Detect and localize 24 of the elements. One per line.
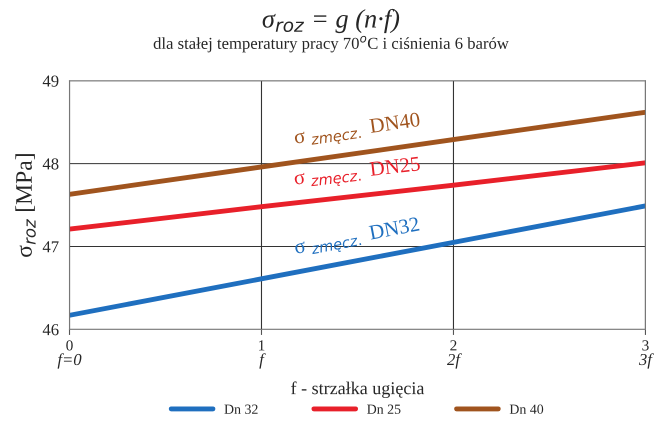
- line-series: [70, 110, 646, 197]
- x-tick-label: 2: [450, 340, 456, 350]
- x-axis-title: f - strzałka ugięcia: [291, 381, 424, 398]
- legend-label: Dn 32: [224, 404, 258, 414]
- annotation: σ $_{zmęcz.}$ DN40: [294, 112, 422, 150]
- y-axis-title: σ$_{roz}$ [MPa]: [15, 154, 36, 257]
- annotation: σ $_{zmęcz.}$ DN32: [294, 216, 421, 260]
- x-tick-label: 0: [66, 340, 73, 351]
- x2-tick-label: f: [259, 353, 266, 369]
- legend-label: Dn 25: [367, 404, 400, 414]
- line-series: [70, 203, 646, 318]
- chart-subtitle: dla stałej temperatury pracy 70$^{o}$C i ciśnienia 6 barów: [154, 36, 509, 52]
- annotation: σ $_{zmęcz.}$ DN25: [294, 156, 421, 191]
- x2-tick-label: 3f: [638, 353, 654, 369]
- x-tick-label: 1: [259, 340, 264, 350]
- y-tick-label: 48: [42, 158, 58, 170]
- y-tick-label: 47: [42, 241, 59, 252]
- legend-label: Dn 40: [510, 404, 544, 414]
- x2-tick-label: f=0: [58, 353, 82, 369]
- chart-title: σ$_{roz}$ = g (n·f): [262, 8, 400, 34]
- x-tick-label: 3: [642, 340, 649, 351]
- y-tick-label: 46: [42, 324, 59, 336]
- y-tick-label: 49: [42, 75, 58, 87]
- x2-tick-label: 2f: [446, 353, 462, 369]
